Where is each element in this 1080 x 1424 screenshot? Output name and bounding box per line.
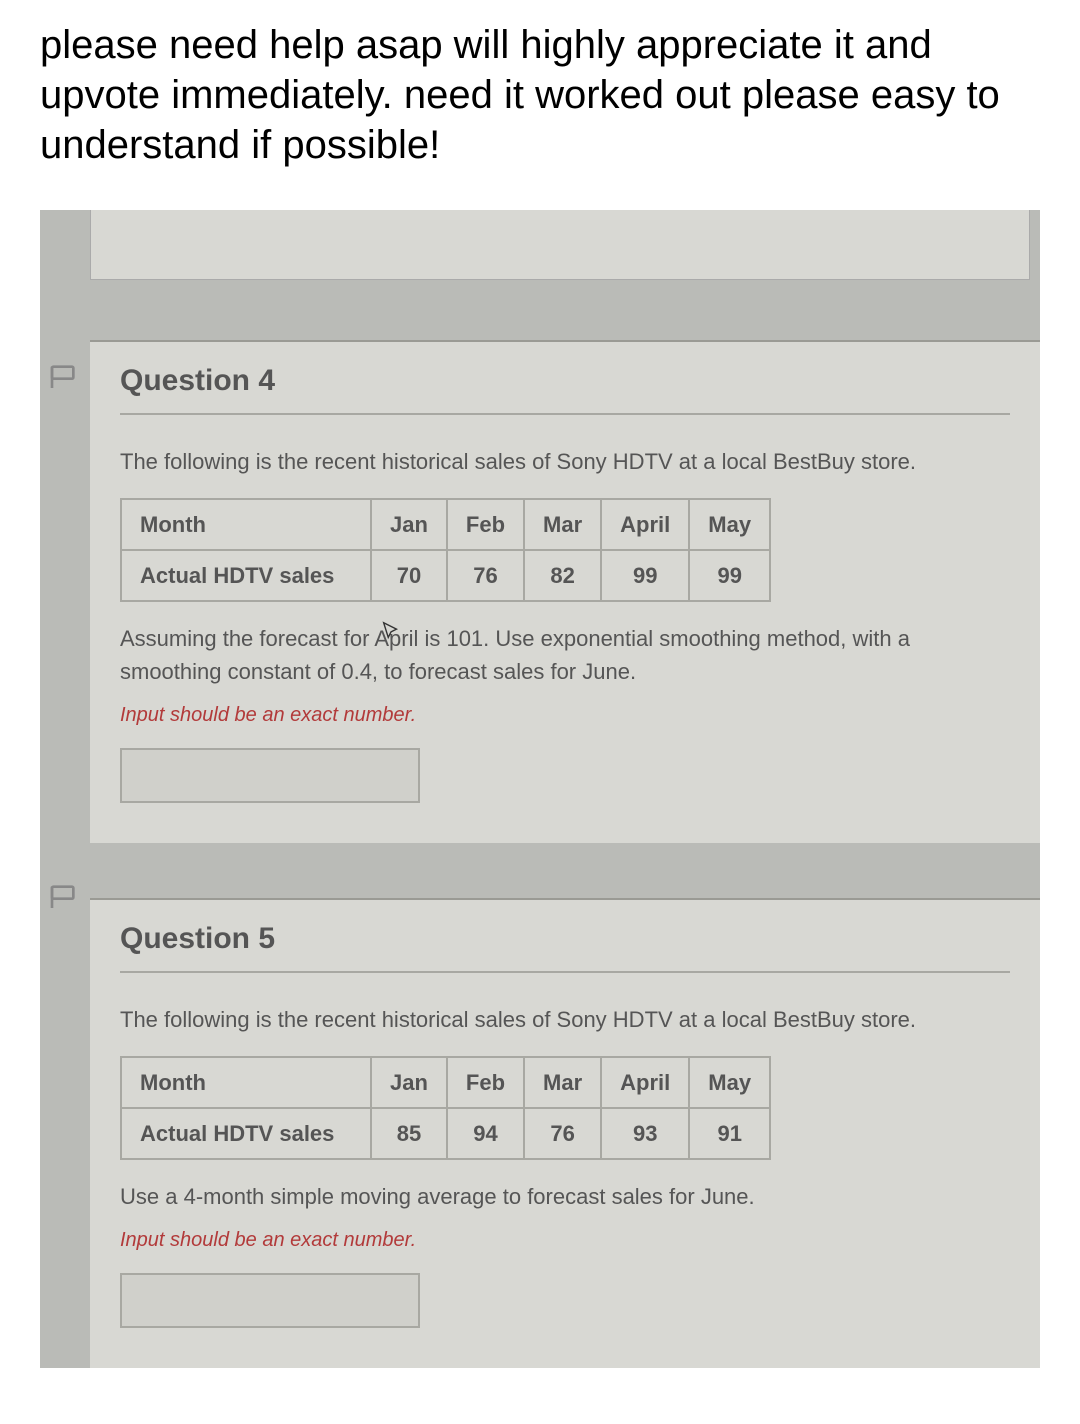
- q5-col-may: May: [689, 1057, 770, 1108]
- q5-val-feb: 94: [447, 1108, 524, 1159]
- q5-val-jan: 85: [371, 1108, 447, 1159]
- q4-sales-table: Month Jan Feb Mar April May Actual HDTV …: [120, 498, 771, 602]
- q4-col-jan: Jan: [371, 499, 447, 550]
- q4-val-mar: 82: [524, 550, 601, 601]
- q4-val-feb: 76: [447, 550, 524, 601]
- q4-row-sales-label: Actual HDTV sales: [121, 550, 371, 601]
- question-5-block: Question 5 The following is the recent h…: [90, 898, 1040, 1368]
- q5-hint: Input should be an exact number.: [120, 1225, 1010, 1255]
- q5-row-month-label: Month: [121, 1057, 371, 1108]
- q5-col-feb: Feb: [447, 1057, 524, 1108]
- flag-icon[interactable]: [48, 880, 80, 912]
- q5-col-jan: Jan: [371, 1057, 447, 1108]
- q5-val-apr: 93: [601, 1108, 689, 1159]
- q5-row-sales-label: Actual HDTV sales: [121, 1108, 371, 1159]
- q4-col-apr: April: [601, 499, 689, 550]
- q4-col-may: May: [689, 499, 770, 550]
- q4-intro-text: The following is the recent historical s…: [120, 445, 1010, 478]
- question-5-title: Question 5: [120, 922, 1010, 973]
- q4-hint: Input should be an exact number.: [120, 700, 1010, 730]
- previous-question-tail: [90, 210, 1030, 280]
- q5-answer-input[interactable]: [120, 1273, 420, 1328]
- q4-col-feb: Feb: [447, 499, 524, 550]
- q4-row-month-label: Month: [121, 499, 371, 550]
- quiz-screenshot-panel: Question 4 The following is the recent h…: [40, 210, 1040, 1368]
- question-4-title: Question 4: [120, 364, 1010, 415]
- q5-col-apr: April: [601, 1057, 689, 1108]
- q4-answer-input[interactable]: [120, 748, 420, 803]
- q5-col-mar: Mar: [524, 1057, 601, 1108]
- q4-val-may: 99: [689, 550, 770, 601]
- q4-col-mar: Mar: [524, 499, 601, 550]
- q4-instruction: Assuming the forecast for April is 101. …: [120, 622, 1010, 688]
- table-row: Month Jan Feb Mar April May: [121, 1057, 770, 1108]
- q5-val-mar: 76: [524, 1108, 601, 1159]
- q5-val-may: 91: [689, 1108, 770, 1159]
- q4-val-apr: 99: [601, 550, 689, 601]
- table-row: Actual HDTV sales 70 76 82 99 99: [121, 550, 770, 601]
- q5-sales-table: Month Jan Feb Mar April May Actual HDTV …: [120, 1056, 771, 1160]
- question-4-block: Question 4 The following is the recent h…: [90, 340, 1040, 843]
- q4-val-jan: 70: [371, 550, 447, 601]
- q5-intro-text: The following is the recent historical s…: [120, 1003, 1010, 1036]
- table-row: Actual HDTV sales 85 94 76 93 91: [121, 1108, 770, 1159]
- page-request-text: please need help asap will highly apprec…: [0, 0, 1080, 210]
- flag-icon[interactable]: [48, 360, 80, 392]
- q5-instruction: Use a 4-month simple moving average to f…: [120, 1180, 1010, 1213]
- table-row: Month Jan Feb Mar April May: [121, 499, 770, 550]
